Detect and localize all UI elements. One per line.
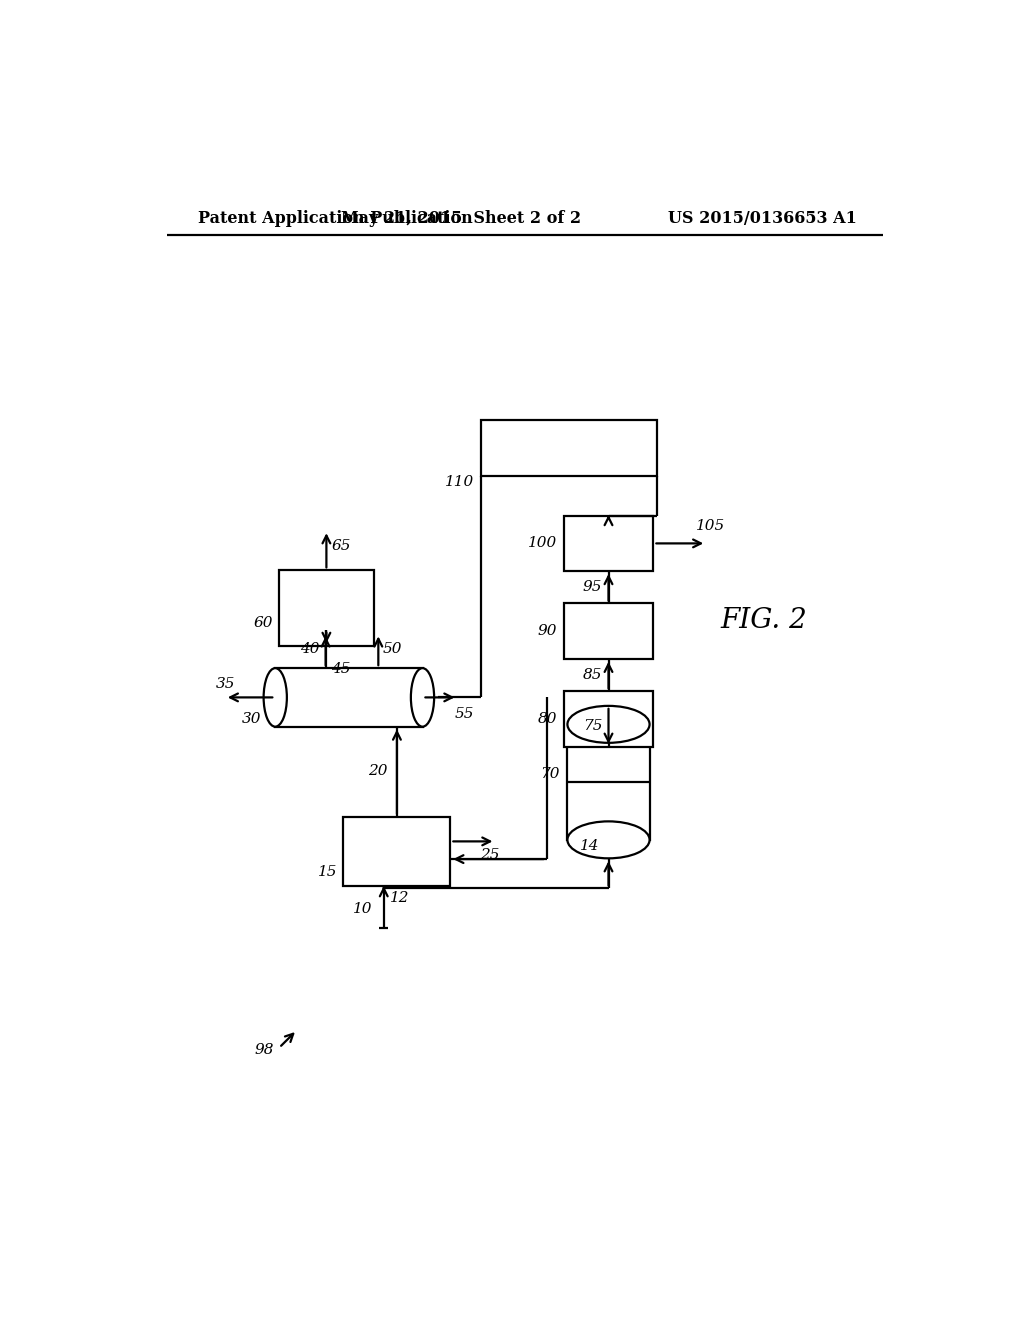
Text: May 21, 2015  Sheet 2 of 2: May 21, 2015 Sheet 2 of 2	[341, 210, 582, 227]
Ellipse shape	[567, 821, 649, 858]
Text: 80: 80	[538, 711, 557, 726]
Text: 70: 70	[541, 767, 560, 781]
Text: 55: 55	[455, 708, 474, 721]
Text: FIG. 2: FIG. 2	[720, 607, 807, 634]
Text: 10: 10	[353, 902, 373, 916]
Text: 14: 14	[580, 840, 599, 853]
Text: 85: 85	[583, 668, 602, 682]
Text: 25: 25	[480, 849, 500, 862]
Text: 20: 20	[368, 764, 388, 779]
Text: 90: 90	[538, 624, 557, 638]
Text: 98: 98	[254, 1043, 273, 1057]
Text: 75: 75	[583, 719, 602, 733]
Text: 60: 60	[253, 615, 273, 630]
Text: 65: 65	[331, 539, 350, 553]
Text: US 2015/0136653 A1: US 2015/0136653 A1	[668, 210, 856, 227]
Text: 100: 100	[528, 536, 557, 550]
Bar	[280, 570, 374, 645]
Text: Patent Application Publication: Patent Application Publication	[198, 210, 472, 227]
Text: 45: 45	[331, 661, 350, 676]
Bar	[480, 420, 657, 475]
Text: 40: 40	[300, 642, 319, 656]
Text: 50: 50	[383, 642, 402, 656]
Bar	[563, 603, 653, 659]
Text: 35: 35	[215, 677, 234, 690]
Ellipse shape	[263, 668, 287, 726]
Ellipse shape	[411, 668, 434, 726]
Ellipse shape	[567, 706, 649, 743]
Text: 12: 12	[390, 891, 410, 904]
Bar	[563, 692, 653, 747]
Text: 105: 105	[696, 520, 725, 533]
Bar	[343, 817, 451, 886]
Text: 110: 110	[445, 475, 474, 488]
Text: 95: 95	[583, 581, 602, 594]
Bar	[563, 516, 653, 572]
Bar	[567, 725, 649, 840]
Text: 15: 15	[317, 865, 337, 879]
Text: 30: 30	[242, 711, 261, 726]
Bar	[275, 668, 423, 726]
